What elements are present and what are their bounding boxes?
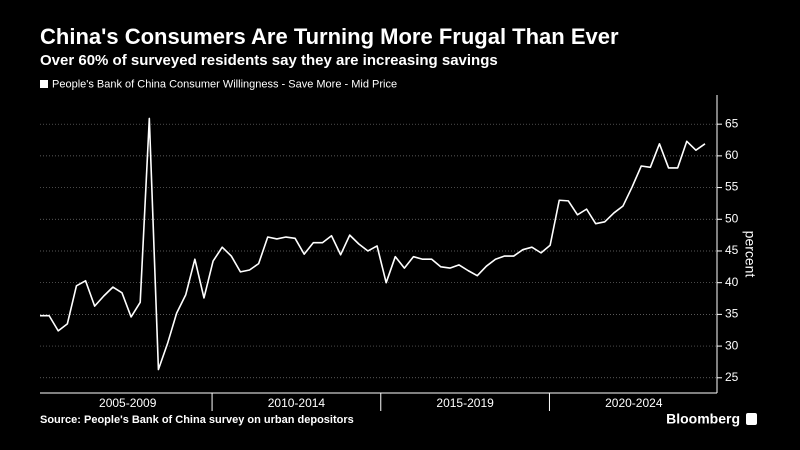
x-tick-label: 2020-2024 [605, 396, 663, 410]
x-tick-label: 2005-2009 [99, 396, 157, 410]
x-tick-label: 2010-2014 [268, 396, 326, 410]
x-tick-label: 2015-2019 [436, 396, 494, 410]
source: Source: People's Bank of China survey on… [40, 414, 354, 426]
legend-label: People's Bank of China Consumer Willingn… [52, 78, 397, 90]
chart-subtitle: Over 60% of surveyed residents say they … [40, 52, 498, 69]
y-tick-label: 60 [725, 148, 739, 162]
y-tick-label: 30 [725, 338, 739, 352]
y-tick-label: 50 [725, 211, 739, 225]
series-line [40, 117, 706, 371]
y-axis-label: percent [742, 231, 758, 278]
y-tick-label: 35 [725, 307, 739, 321]
y-tick-label: 65 [725, 116, 739, 130]
y-tick-label: 40 [725, 275, 739, 289]
y-tick-label: 45 [725, 243, 739, 257]
y-tick-label: 25 [725, 370, 739, 384]
chart-title: China's Consumers Are Turning More Fruga… [40, 24, 619, 49]
brand-icon [746, 413, 757, 425]
y-tick-label: 55 [725, 180, 739, 194]
brand: Bloomberg [666, 411, 740, 427]
legend-swatch [40, 80, 48, 88]
